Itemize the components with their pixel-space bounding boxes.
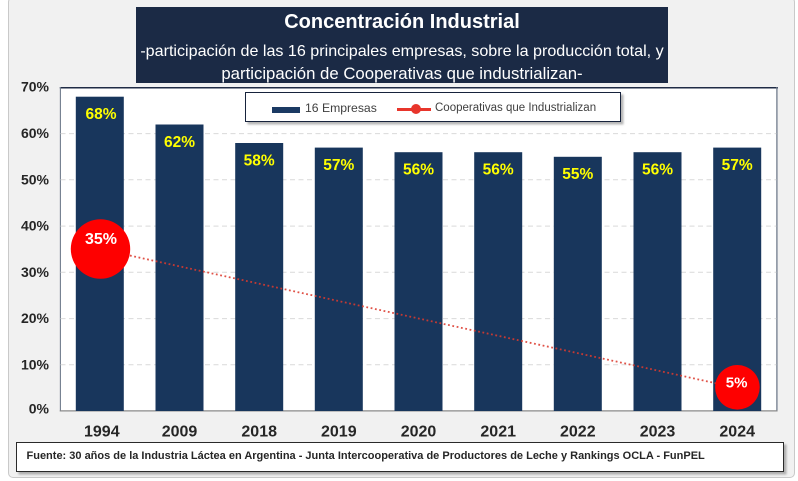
svg-text:1994: 1994: [84, 423, 120, 440]
svg-text:57%: 57%: [722, 157, 753, 174]
svg-text:2023: 2023: [640, 423, 676, 440]
svg-text:35%: 35%: [85, 231, 117, 248]
svg-text:57%: 57%: [323, 157, 354, 174]
svg-text:2022: 2022: [560, 423, 596, 440]
svg-text:10%: 10%: [21, 356, 50, 372]
svg-text:2021: 2021: [480, 423, 516, 440]
svg-text:40%: 40%: [21, 218, 50, 234]
svg-text:50%: 50%: [21, 171, 50, 187]
svg-text:56%: 56%: [483, 162, 514, 179]
svg-text:30%: 30%: [21, 264, 50, 280]
svg-text:2009: 2009: [162, 423, 198, 440]
svg-text:5%: 5%: [726, 374, 748, 391]
svg-text:68%: 68%: [85, 106, 116, 123]
svg-text:56%: 56%: [642, 162, 673, 179]
svg-text:58%: 58%: [244, 152, 275, 169]
svg-text:2024: 2024: [719, 423, 755, 440]
svg-text:2018: 2018: [241, 423, 277, 440]
svg-text:60%: 60%: [21, 125, 50, 141]
svg-text:2019: 2019: [321, 423, 357, 440]
svg-text:20%: 20%: [21, 310, 50, 326]
svg-text:56%: 56%: [403, 162, 434, 179]
svg-text:0%: 0%: [29, 401, 50, 417]
svg-text:62%: 62%: [164, 134, 195, 151]
svg-text:2020: 2020: [401, 423, 437, 440]
svg-text:70%: 70%: [21, 79, 50, 95]
svg-text:55%: 55%: [562, 166, 593, 183]
